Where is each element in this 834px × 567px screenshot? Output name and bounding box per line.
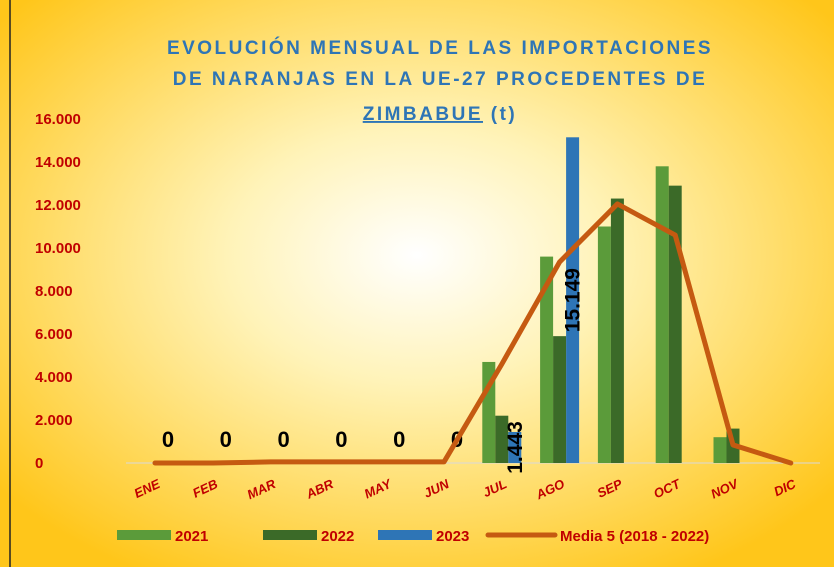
- y-tick-label: 2.000: [35, 412, 73, 429]
- y-tick-label: 10.000: [35, 240, 81, 257]
- y-tick-label: 6.000: [35, 326, 73, 343]
- legend-swatch: [117, 530, 171, 540]
- bar: [597, 226, 611, 463]
- data-label: 1.443: [504, 421, 527, 474]
- legend-swatch: [378, 530, 432, 540]
- bar: [713, 437, 727, 463]
- data-label: 0: [393, 427, 405, 452]
- bar: [508, 431, 522, 463]
- legend-label: 2022: [321, 528, 354, 545]
- data-label: 0: [220, 427, 232, 452]
- chart-title: (t): [491, 104, 517, 125]
- y-tick-label: 8.000: [35, 283, 73, 300]
- legend-label: Media 5 (2018 - 2022): [560, 528, 709, 545]
- bar: [540, 256, 554, 463]
- data-label: 0: [335, 427, 347, 452]
- bar: [668, 185, 682, 463]
- bar: [495, 415, 509, 463]
- chart-title: ZIMBABUE (t): [363, 104, 518, 125]
- bar: [566, 137, 580, 463]
- data-label: 0: [162, 427, 174, 452]
- y-tick-label: 16.000: [35, 111, 81, 128]
- data-label: 0: [277, 427, 289, 452]
- legend-label: 2021: [175, 528, 208, 545]
- y-tick-label: 12.000: [35, 197, 81, 214]
- legend-swatch: [263, 530, 317, 540]
- bar: [610, 198, 624, 464]
- y-tick-label: 0: [35, 455, 43, 472]
- chart-title: DE NARANJAS EN LA UE-27 PROCEDENTES DE: [173, 69, 708, 90]
- line-series: [152, 201, 794, 466]
- y-tick-label: 14.000: [35, 154, 81, 171]
- chart-title: EVOLUCIÓN MENSUAL DE LAS IMPORTACIONES: [167, 37, 713, 59]
- bar: [655, 166, 669, 464]
- legend-label: 2023: [436, 528, 469, 545]
- chart-title: ZIMBABUE: [363, 104, 483, 125]
- bar: [553, 336, 567, 463]
- y-tick-label: 4.000: [35, 369, 73, 386]
- data-label: 15.149: [562, 268, 585, 332]
